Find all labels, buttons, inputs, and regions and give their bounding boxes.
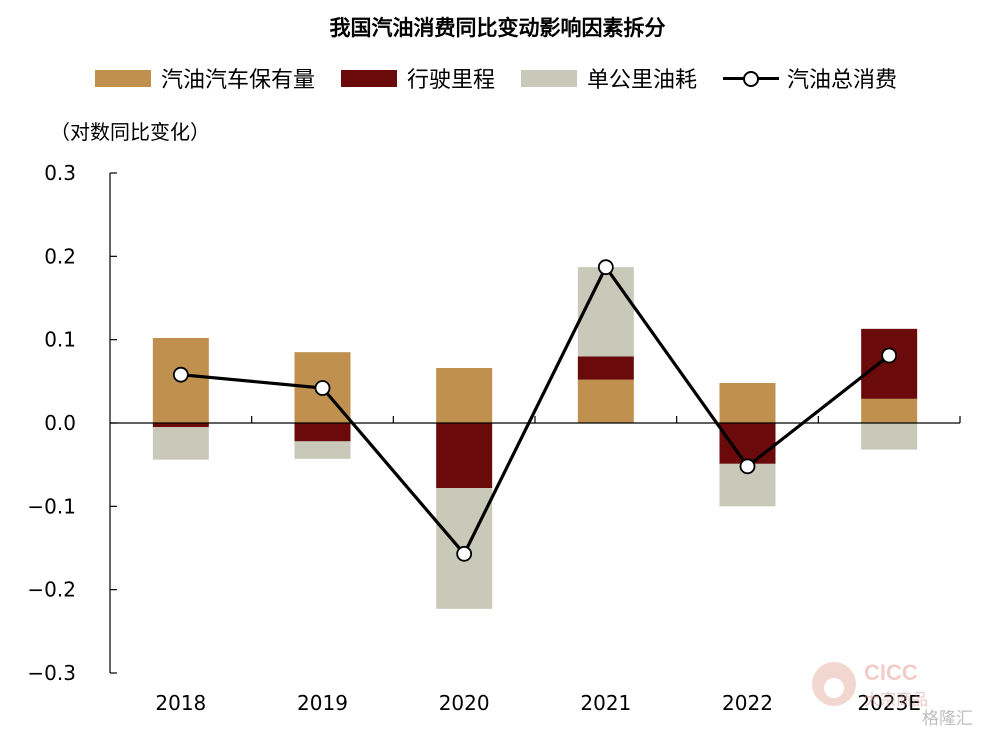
x-tick-label: 2019 bbox=[297, 691, 348, 715]
bar-0-2021 bbox=[577, 379, 634, 423]
bar-2-2018 bbox=[152, 427, 209, 460]
y-tick-label: 0.2 bbox=[44, 244, 76, 268]
bar-2-2019 bbox=[294, 441, 351, 459]
legend-label-vehicle-stock: 汽油汽车保有量 bbox=[161, 68, 316, 93]
bar-2-2023E bbox=[861, 423, 918, 450]
legend-swatch-fuel-intensity bbox=[521, 69, 578, 87]
legend-item-mileage: 行驶里程 bbox=[341, 62, 495, 94]
chart-title: 我国汽油消费同比变动影响因素拆分 bbox=[329, 16, 666, 40]
bar-1-2022 bbox=[719, 423, 776, 464]
total-consumption-point-2022 bbox=[739, 458, 756, 475]
y-tick-label: 0.1 bbox=[44, 328, 76, 352]
x-tick-label: 2018 bbox=[155, 691, 206, 715]
y-tick-label: −0.2 bbox=[27, 578, 76, 602]
legend-label-total-consumption: 汽油总消费 bbox=[787, 68, 898, 93]
legend-label-fuel-intensity: 单公里油耗 bbox=[587, 68, 698, 93]
bar-1-2018 bbox=[152, 423, 209, 428]
x-tick-label: 2021 bbox=[580, 691, 631, 715]
bar-1-2020 bbox=[436, 423, 493, 488]
x-tick-label: 2023E bbox=[857, 691, 921, 715]
legend-item-total-consumption: 汽油总消费 bbox=[723, 62, 897, 94]
bar-1-2019 bbox=[294, 423, 351, 442]
bar-1-2021 bbox=[577, 356, 634, 380]
legend-item-fuel-intensity: 单公里油耗 bbox=[521, 62, 697, 94]
bar-0-2020 bbox=[436, 368, 493, 423]
total-consumption-point-2018 bbox=[172, 366, 189, 383]
bar-1-2023E bbox=[861, 328, 918, 399]
total-consumption-point-2023E bbox=[881, 347, 898, 364]
bar-2-2021 bbox=[577, 267, 634, 357]
y-tick-label: 0.3 bbox=[44, 161, 76, 185]
y-tick-label: −0.3 bbox=[27, 661, 76, 685]
legend-line-marker-icon bbox=[723, 70, 780, 87]
legend: 汽油汽车保有量 行驶里程 单公里油耗 汽油总消费 bbox=[95, 63, 923, 93]
legend-swatch-mileage bbox=[341, 69, 398, 87]
total-consumption-point-2019 bbox=[314, 380, 331, 396]
total-consumption-line bbox=[180, 264, 891, 557]
total-consumption-point-2020 bbox=[456, 545, 473, 562]
bar-0-2022 bbox=[719, 383, 776, 423]
total-consumption-point-2021 bbox=[597, 259, 614, 276]
y-axis-unit-label: （对数同比变化） bbox=[50, 120, 210, 144]
legend-label-mileage: 行驶里程 bbox=[407, 68, 496, 93]
x-tick-label: 2022 bbox=[722, 691, 773, 715]
legend-item-vehicle-stock: 汽油汽车保有量 bbox=[95, 62, 315, 94]
x-tick-label: 2020 bbox=[439, 691, 490, 715]
y-tick-label: 0.0 bbox=[44, 411, 76, 435]
legend-swatch-vehicle-stock bbox=[95, 69, 151, 87]
y-tick-label: −0.1 bbox=[27, 494, 76, 518]
bar-0-2023E bbox=[861, 398, 918, 423]
